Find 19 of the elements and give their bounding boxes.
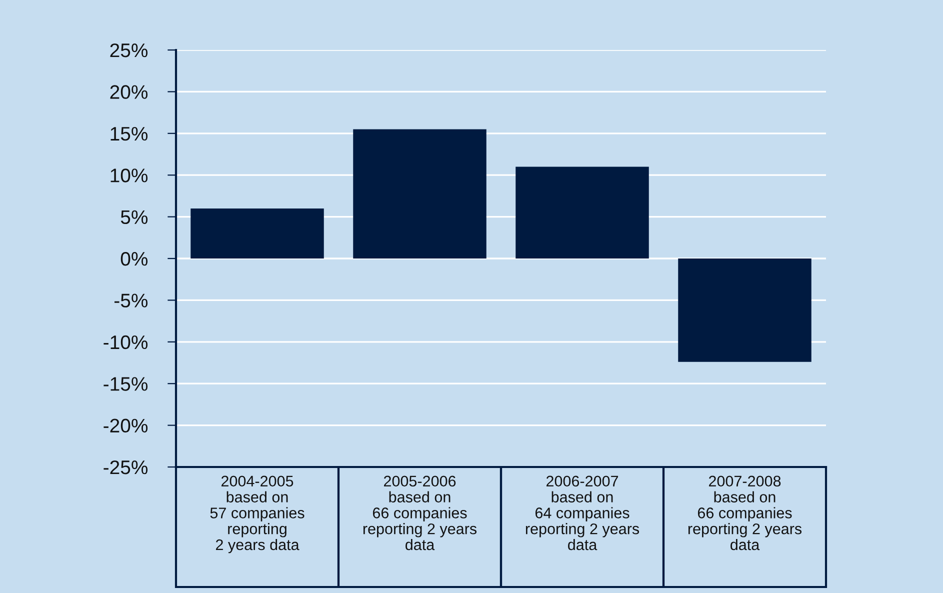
bar xyxy=(353,129,486,258)
y-tick-label: 10% xyxy=(110,168,148,182)
x-tick-label: 2005-2006 based on 66 companies reporting 2 years data xyxy=(363,476,477,550)
bar xyxy=(678,258,812,362)
y-tick-label: -20% xyxy=(104,418,148,433)
y-tick-label: -5% xyxy=(114,294,148,308)
y-tick-label: -25% xyxy=(104,460,148,474)
y-tick-label: 5% xyxy=(120,210,148,224)
bar xyxy=(190,208,324,258)
y-tick-label: 20% xyxy=(110,85,148,99)
x-tick-label: 2004-2005 based on 57 companies reporting 2 years data xyxy=(210,476,304,554)
y-tick-label: -15% xyxy=(104,377,148,391)
y-tick-label: 25% xyxy=(110,43,148,58)
bar xyxy=(516,166,649,258)
x-tick-label: 2006-2007 based on 64 companies reporting 2 years data xyxy=(526,476,640,550)
x-tick-label: 2007-2008 based on 66 companies reporting 2 years data xyxy=(688,476,802,550)
y-tick-label: -10% xyxy=(104,335,148,350)
y-tick-label: 15% xyxy=(110,126,148,141)
y-tick-label: 0% xyxy=(120,252,148,266)
